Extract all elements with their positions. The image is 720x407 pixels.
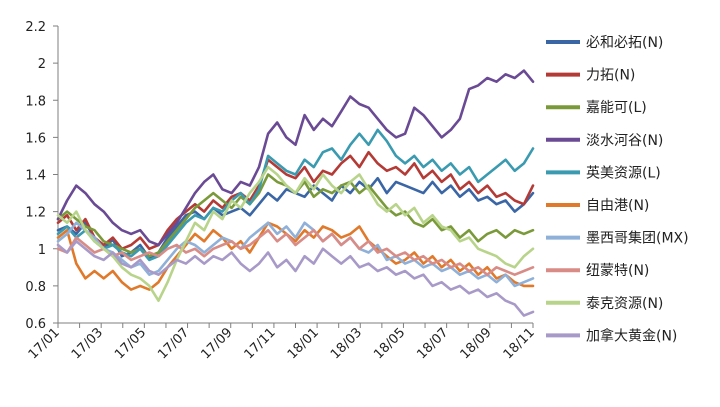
- legend-label-8: 纽蒙特(N): [586, 263, 649, 279]
- series-line-5: [56, 128, 535, 262]
- y-tick-label: 1: [38, 243, 46, 258]
- series-line-2: [56, 150, 535, 251]
- legend-label-1: 必和必拓(N): [586, 35, 663, 51]
- x-tick-label: 18/11: [501, 325, 538, 362]
- legend-label-3: 嘉能可(L): [586, 100, 647, 116]
- series-line-7: [56, 221, 535, 288]
- series-line-6: [56, 221, 535, 291]
- series-line-10: [56, 240, 535, 317]
- x-tick-label: 17/07: [155, 325, 192, 362]
- legend-label-4: 淡水河谷(N): [586, 133, 663, 149]
- y-tick-label: 0.8: [25, 280, 46, 295]
- x-tick-label: 18/01: [285, 325, 322, 362]
- series-line-9: [56, 165, 535, 303]
- y-tick-label: 0.6: [25, 317, 46, 332]
- series-line-8: [56, 228, 535, 277]
- x-tick-label: 18/09: [458, 325, 495, 362]
- series-lines: [56, 69, 535, 317]
- x-tick-label: 17/03: [69, 325, 106, 362]
- y-tick-label: 1.8: [25, 94, 46, 109]
- y-tick-label: 2.2: [25, 20, 46, 35]
- x-tick-label: 17/09: [198, 325, 235, 362]
- x-tick-label: 17/05: [112, 325, 149, 362]
- legend-label-6: 自由港(N): [586, 198, 649, 214]
- y-tick-label: 1.4: [25, 169, 46, 184]
- series-line-4: [56, 69, 535, 247]
- legend-label-9: 泰克资源(N): [586, 296, 663, 312]
- y-tick-label: 1.6: [25, 131, 46, 146]
- legend-label-7: 墨西哥集团(MX): [586, 230, 689, 247]
- legend-label-2: 力拓(N): [586, 68, 635, 84]
- x-tick-label: 17/11: [242, 325, 279, 362]
- x-tick-label: 18/03: [328, 325, 365, 362]
- legend-label-5: 英美资源(L): [586, 164, 661, 181]
- legend: 必和必拓(N) 力拓(N) 嘉能可(L) 淡水河谷(N) 英美资源(L) 自由港(N) 墨西…: [546, 35, 689, 344]
- x-tick-label: 18/07: [414, 325, 451, 362]
- axes: 0.60.811.21.41.61.822.217/01 17/03 17/05 17…: [25, 20, 538, 362]
- legend-label-10: 加拿大黄金(N): [586, 327, 677, 344]
- y-tick-label: 2: [38, 57, 46, 72]
- y-tick-label: 1.2: [25, 206, 46, 221]
- x-tick-label: 18/05: [371, 325, 408, 362]
